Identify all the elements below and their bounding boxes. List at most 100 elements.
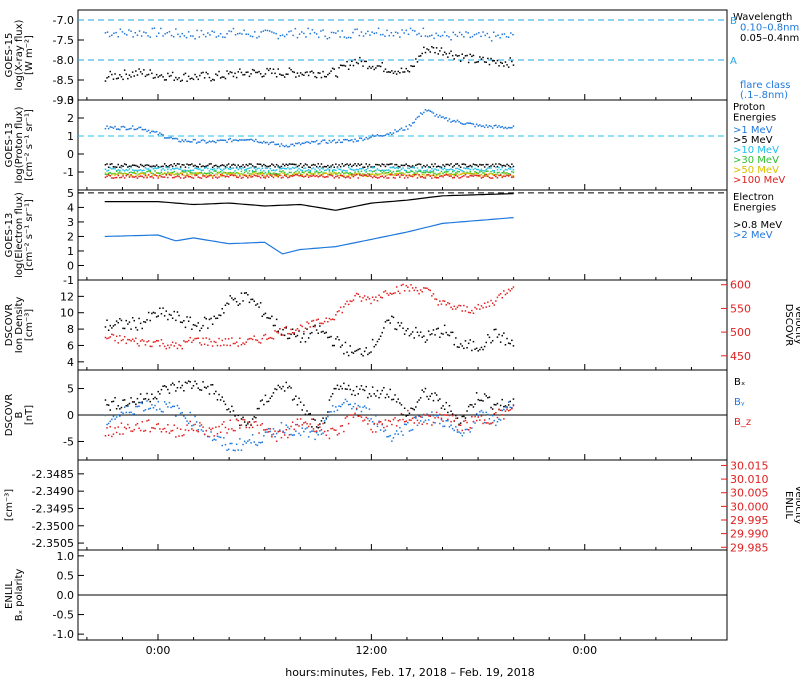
data-point (139, 393, 142, 395)
data-point (422, 27, 425, 30)
data-point (251, 338, 254, 341)
data-point (255, 138, 257, 141)
series-ion-density (104, 292, 515, 357)
data-point (251, 35, 254, 38)
data-point (403, 407, 406, 409)
data-point (227, 448, 230, 451)
data-point (191, 174, 193, 176)
data-point (192, 339, 195, 341)
data-point (147, 398, 150, 401)
data-point (445, 401, 447, 404)
data-point (349, 64, 351, 67)
data-point (303, 142, 305, 145)
data-point (402, 164, 404, 167)
data-point (159, 307, 161, 309)
data-point (399, 170, 401, 172)
data-point (448, 426, 451, 428)
data-point (423, 413, 425, 416)
data-point (213, 141, 215, 143)
data-point (410, 429, 412, 432)
data-point (464, 417, 467, 419)
data-point (303, 74, 305, 76)
data-point (266, 431, 268, 433)
data-point (431, 34, 433, 36)
data-point (117, 414, 119, 416)
data-point (175, 167, 177, 170)
data-point (143, 430, 145, 432)
data-point (120, 422, 123, 424)
data-point (267, 400, 270, 403)
data-point (359, 406, 361, 408)
data-point (466, 172, 468, 175)
data-point (175, 173, 177, 175)
data-point (197, 166, 199, 168)
data-point (507, 410, 510, 412)
data-point (215, 73, 217, 75)
data-point (277, 166, 279, 169)
data-point (335, 75, 337, 77)
data-point (301, 73, 303, 76)
data-point (371, 338, 374, 341)
data-point (213, 438, 215, 441)
data-point (501, 125, 503, 128)
data-point (387, 435, 390, 438)
data-point (258, 306, 260, 308)
data-point (181, 164, 183, 166)
data-point (199, 171, 201, 174)
data-point (262, 30, 265, 32)
data-point (458, 54, 460, 57)
data-point (179, 35, 181, 38)
data-point (253, 166, 255, 168)
data-point (136, 34, 139, 36)
data-point (218, 166, 220, 169)
data-point (237, 71, 239, 73)
data-point (215, 170, 217, 172)
data-point (498, 408, 500, 411)
data-point (205, 318, 207, 320)
legend-label: B_z (734, 417, 751, 428)
data-point (394, 433, 396, 435)
data-point (264, 175, 267, 178)
data-point (211, 323, 214, 325)
data-point (386, 133, 388, 135)
data-point (280, 74, 283, 76)
data-point (157, 400, 159, 403)
data-point (167, 344, 169, 347)
data-point (106, 404, 108, 406)
data-point (151, 176, 153, 178)
data-point (488, 305, 491, 307)
data-point (163, 345, 166, 348)
data-point (296, 418, 299, 420)
data-point (365, 171, 367, 173)
data-point (493, 403, 495, 406)
data-point (509, 168, 511, 170)
data-point (469, 164, 471, 167)
data-point (386, 172, 388, 174)
data-point (421, 113, 423, 115)
data-point (463, 172, 465, 175)
data-point (154, 427, 156, 430)
data-point (296, 423, 299, 426)
data-point (293, 398, 295, 400)
data-point (427, 288, 430, 291)
data-point (295, 173, 297, 176)
data-point (237, 140, 239, 142)
data-point (279, 430, 281, 432)
data-point (496, 173, 499, 176)
data-point (363, 389, 366, 392)
data-point (389, 163, 391, 165)
data-point (325, 176, 327, 178)
data-point (232, 429, 235, 432)
data-point (434, 115, 436, 117)
data-point (320, 322, 323, 325)
data-point (178, 175, 180, 178)
data-point (498, 174, 500, 177)
series-line (104, 217, 514, 255)
data-point (331, 169, 334, 171)
data-point (496, 416, 499, 419)
data-point (479, 348, 481, 351)
data-point (367, 138, 369, 140)
data-point (512, 64, 515, 66)
data-point (331, 140, 334, 142)
data-point (389, 132, 391, 134)
